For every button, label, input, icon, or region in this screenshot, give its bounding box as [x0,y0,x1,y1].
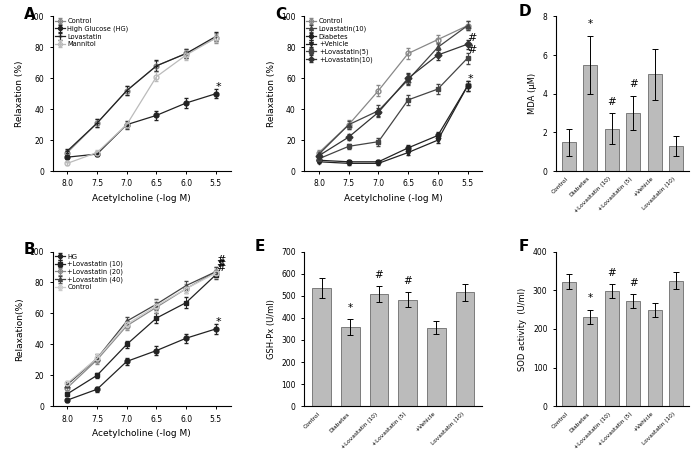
Bar [669,281,683,406]
Bar [398,299,417,406]
Y-axis label: GSH-Px (U/ml): GSH-Px (U/ml) [267,299,276,359]
Bar [427,328,446,406]
Text: #: # [608,97,616,107]
Bar [583,65,597,171]
Text: C: C [276,7,287,22]
X-axis label: Acetylcholine (-log M): Acetylcholine (-log M) [92,429,191,438]
Y-axis label: Relaxation (%): Relaxation (%) [267,60,276,127]
Y-axis label: SOD activity  (U/ml): SOD activity (U/ml) [518,287,527,370]
Text: #: # [629,278,638,288]
Y-axis label: MDA (μM): MDA (μM) [528,73,537,114]
Text: #: # [468,45,477,55]
Text: #: # [403,276,412,286]
X-axis label: Acetylcholine (-log M): Acetylcholine (-log M) [92,194,191,203]
Text: *: * [348,303,353,313]
Bar [626,113,640,171]
Bar [562,282,576,406]
Text: #: # [629,79,638,90]
Text: B: B [24,242,36,257]
Bar [648,311,662,406]
Text: #: # [216,259,225,269]
Text: *: * [216,82,221,92]
Y-axis label: Relaxation(%): Relaxation(%) [15,297,24,361]
Text: #: # [608,268,616,278]
Bar [456,292,475,406]
Bar [605,128,619,171]
Legend: Control, Lovastatin(10), Diabetes, +Vehicle, +Lovastatin(5), +Lovastatin(10): Control, Lovastatin(10), Diabetes, +Vehi… [305,18,373,63]
Bar [605,291,619,406]
Text: *: * [468,74,473,85]
X-axis label: Acetylcholine (-log M): Acetylcholine (-log M) [344,194,442,203]
Text: A: A [24,7,36,22]
Text: *: * [588,20,593,29]
Text: *: * [588,293,593,304]
Text: #: # [468,33,477,42]
Bar [562,142,576,171]
Y-axis label: Relaxation (%): Relaxation (%) [15,60,24,127]
Text: D: D [519,4,531,19]
Text: E: E [254,239,265,254]
Text: *: * [216,318,221,327]
Text: #: # [216,255,225,265]
Text: F: F [519,239,528,254]
Bar [669,146,683,171]
Bar [583,317,597,406]
Bar [341,327,360,406]
Text: #: # [216,263,225,273]
Legend: HG, +Lovastatin (10), +Lovastatin (20), +Lovastatin (40), Control: HG, +Lovastatin (10), +Lovastatin (20), … [54,253,124,291]
Bar [626,301,640,406]
Legend: Control, High Glucose (HG), Lovastatin, Mannitol: Control, High Glucose (HG), Lovastatin, … [54,18,129,48]
Text: #: # [374,270,384,280]
Bar [648,74,662,171]
Bar [370,294,389,406]
Bar [312,288,331,406]
